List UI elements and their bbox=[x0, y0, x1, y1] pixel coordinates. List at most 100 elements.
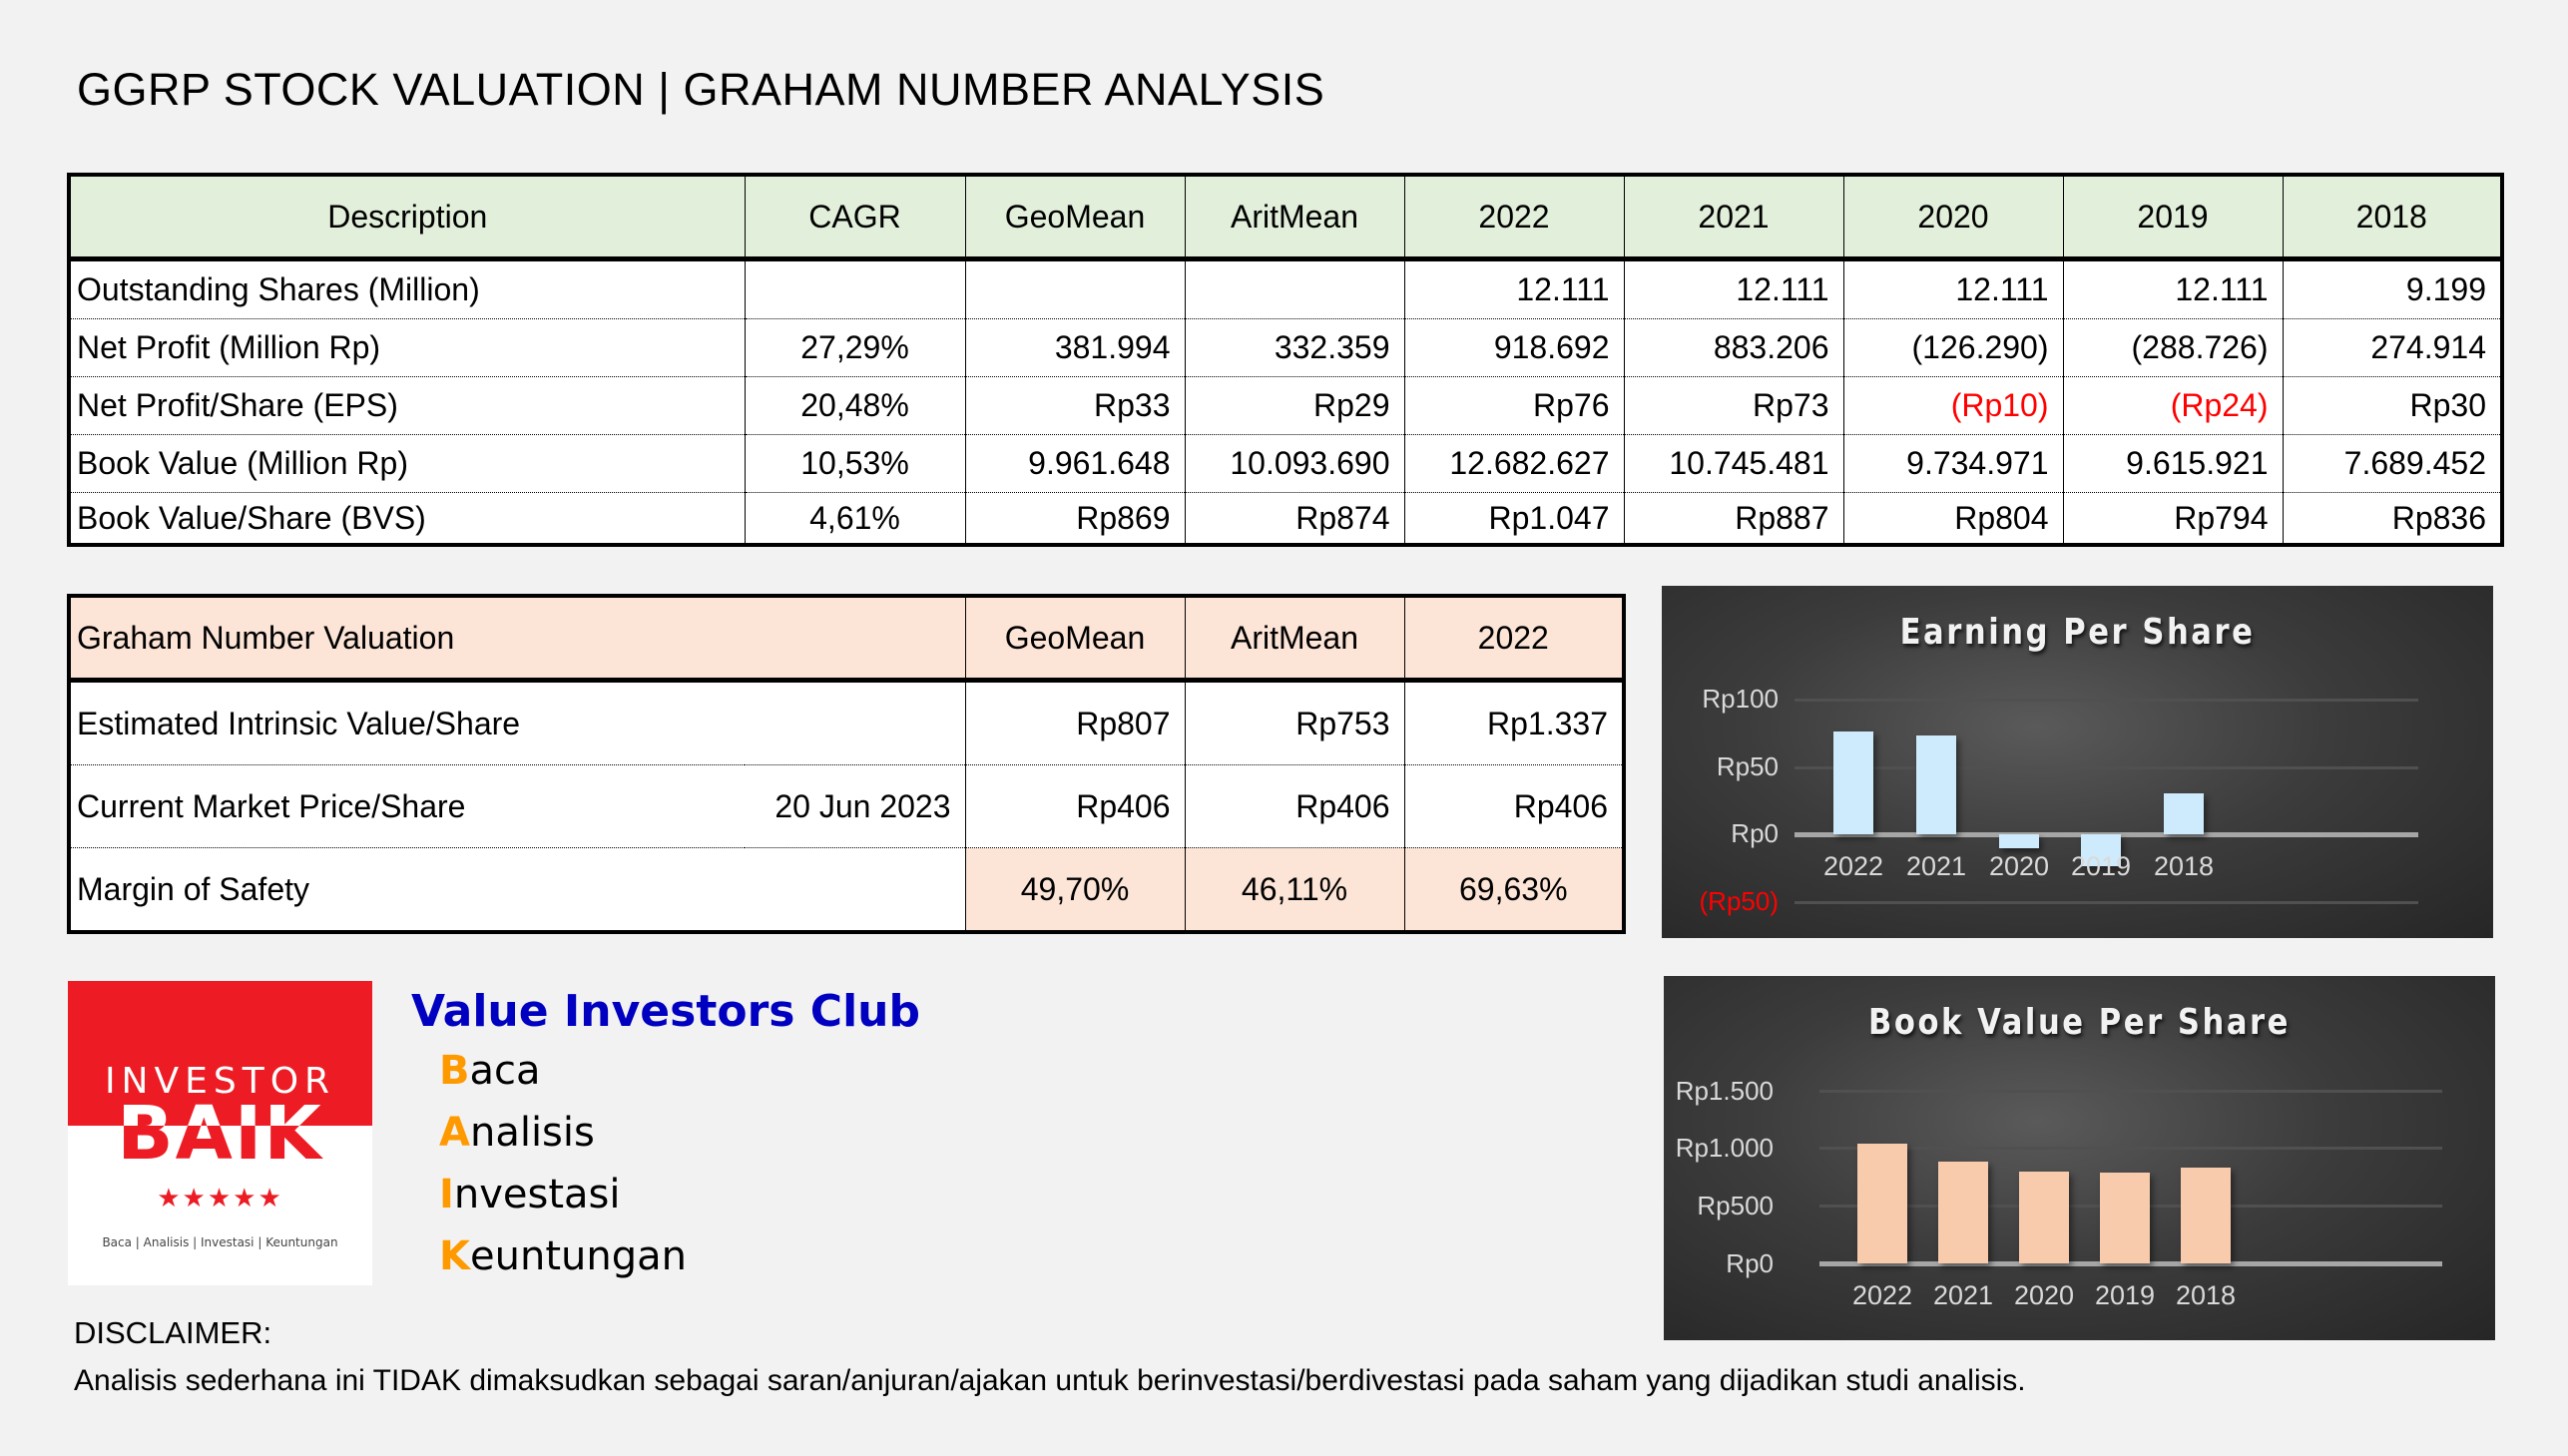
y-tick-label: Rp1.000 bbox=[1675, 1133, 1774, 1163]
cell-aritmean: 332.359 bbox=[1184, 318, 1404, 377]
x-tick-label: 2020 bbox=[1988, 851, 2050, 881]
financial-summary-table: Description CAGR GeoMean AritMean 2022 2… bbox=[67, 173, 2504, 547]
cell-cagr bbox=[744, 258, 965, 319]
price-date: 20 Jun 2023 bbox=[745, 764, 965, 848]
cell-2018: 7.689.452 bbox=[2282, 434, 2502, 493]
logo-text-baik: BAIK BAIK bbox=[68, 1099, 372, 1169]
logo-red-band bbox=[68, 981, 372, 1126]
bvs-chart: Book Value Per Share Rp1.500 Rp1.000 Rp5… bbox=[1664, 976, 2495, 1340]
cell-2019: 9.615.921 bbox=[2062, 434, 2283, 493]
y-tick-label: Rp0 bbox=[1731, 818, 1779, 848]
row-label: Outstanding Shares (Million) bbox=[69, 258, 745, 319]
disclaimer-emphasis: TIDAK bbox=[372, 1364, 461, 1397]
bar-2018 bbox=[2181, 1168, 2231, 1263]
row-label: Book Value/Share (BVS) bbox=[69, 492, 745, 545]
logo-baik-lower: BAIK bbox=[117, 1091, 323, 1177]
column-header-cagr: CAGR bbox=[744, 175, 965, 261]
acronym-line-i: Investasi bbox=[439, 1172, 621, 1217]
table-row-intrinsic-value: Estimated Intrinsic Value/Share Rp807 Rp… bbox=[69, 680, 1624, 765]
logo-text-investor: INVESTOR bbox=[104, 1061, 336, 1102]
y-tick-label: Rp0 bbox=[1726, 1248, 1774, 1278]
acronym-rest: aca bbox=[469, 1048, 541, 1094]
cell-aritmean bbox=[1184, 258, 1404, 319]
chart-title: Book Value Per Share bbox=[1868, 1002, 2291, 1043]
row-date bbox=[745, 680, 965, 765]
y-tick-label-negative: (Rp50) bbox=[1699, 886, 1779, 916]
row-label: Net Profit/Share (EPS) bbox=[69, 376, 745, 435]
cell-aritmean: 10.093.690 bbox=[1184, 434, 1404, 493]
cell-2020: Rp804 bbox=[1842, 492, 2063, 545]
cell-geomean: 9.961.648 bbox=[964, 434, 1185, 493]
y-tick-label: Rp500 bbox=[1697, 1191, 1774, 1220]
cell-2020: 12.111 bbox=[1842, 258, 2063, 319]
zero-axis bbox=[1819, 1261, 2442, 1266]
cell-geomean: Rp33 bbox=[964, 376, 1185, 435]
cell-2019: 12.111 bbox=[2062, 258, 2283, 319]
cell-2019: (288.726) bbox=[2062, 318, 2283, 377]
cell-2021: 12.111 bbox=[1623, 258, 1843, 319]
column-header-geomean: GeoMean bbox=[964, 175, 1185, 261]
cell-2022: Rp76 bbox=[1403, 376, 1624, 435]
cell-2019: Rp794 bbox=[2062, 492, 2283, 545]
row-label: Net Profit (Million Rp) bbox=[69, 318, 745, 377]
cell-2021: 883.206 bbox=[1623, 318, 1843, 377]
column-header-graham: Graham Number Valuation bbox=[69, 596, 965, 683]
acronym-initial: K bbox=[439, 1233, 470, 1279]
acronym-line-k: Keuntungan bbox=[439, 1233, 687, 1279]
column-header-2020: 2020 bbox=[1842, 175, 2063, 261]
logo-tagline: Baca | Analisis | Investasi | Keuntungan bbox=[102, 1235, 338, 1249]
column-header-geomean: GeoMean bbox=[964, 596, 1185, 683]
disclaimer-text: Analisis sederhana ini TIDAK dimaksudkan… bbox=[74, 1364, 2026, 1398]
table-row-margin-of-safety: Margin of Safety 49,70% 46,11% 69,63% bbox=[69, 847, 1624, 932]
cell-2022: Rp1.047 bbox=[1403, 492, 1624, 545]
star-rating-icon: ★★★★★ bbox=[157, 1183, 283, 1213]
cell-cagr: 10,53% bbox=[744, 434, 965, 493]
cell-geomean bbox=[964, 258, 1185, 319]
logo-baik-upper: BAIK bbox=[68, 1099, 372, 1126]
cell-2022: Rp1.337 bbox=[1403, 680, 1624, 765]
row-label: Estimated Intrinsic Value/Share bbox=[69, 680, 745, 765]
cell-2020: (126.290) bbox=[1842, 318, 2063, 377]
table-row-eps: Net Profit/Share (EPS) 20,48% Rp33 Rp29 … bbox=[69, 376, 2502, 435]
cell-geomean: Rp807 bbox=[964, 680, 1185, 765]
x-tick-label: 2018 bbox=[2175, 1280, 2237, 1310]
table-row-outstanding-shares: Outstanding Shares (Million) 12.111 12.1… bbox=[69, 258, 2502, 319]
bar-2019 bbox=[2081, 834, 2121, 866]
cell-2018: Rp836 bbox=[2282, 492, 2502, 545]
chart-title: Earning Per Share bbox=[1899, 612, 2256, 653]
column-header-2022: 2022 bbox=[1403, 596, 1624, 683]
cell-aritmean: Rp874 bbox=[1184, 492, 1404, 545]
cell-geomean: Rp869 bbox=[964, 492, 1185, 545]
club-title: Value Investors Club bbox=[411, 986, 920, 1037]
column-header-2018: 2018 bbox=[2282, 175, 2502, 261]
acronym-line-a: Analisis bbox=[439, 1110, 595, 1156]
x-tick-label: 2022 bbox=[1851, 1280, 1913, 1310]
acronym-line-b: Baca bbox=[439, 1048, 541, 1094]
cell-cagr: 4,61% bbox=[744, 492, 965, 545]
column-header-2022: 2022 bbox=[1403, 175, 1624, 261]
bar-2022 bbox=[1833, 731, 1873, 834]
table-row-bvs: Book Value/Share (BVS) 4,61% Rp869 Rp874… bbox=[69, 492, 2502, 545]
bar-2020 bbox=[1999, 834, 2039, 848]
cell-2021: Rp73 bbox=[1623, 376, 1843, 435]
column-header-2019: 2019 bbox=[2062, 175, 2283, 261]
cell-2021: 10.745.481 bbox=[1623, 434, 1843, 493]
y-tick-label: Rp100 bbox=[1702, 684, 1779, 714]
acronym-initial: A bbox=[439, 1110, 470, 1156]
investor-baik-logo: INVESTOR BAIK BAIK ★★★★★ Baca | Analisis… bbox=[68, 981, 372, 1285]
cell-aritmean: Rp406 bbox=[1184, 764, 1404, 848]
gridline bbox=[1795, 901, 2418, 904]
graham-valuation-table: Graham Number Valuation GeoMean AritMean… bbox=[67, 594, 1626, 934]
cell-cagr: 20,48% bbox=[744, 376, 965, 435]
gridline bbox=[1819, 1090, 2442, 1093]
cell-2022: Rp406 bbox=[1403, 764, 1624, 848]
disclaimer-text-part: dimaksudkan sebagai saran/anjuran/ajakan… bbox=[461, 1364, 2026, 1397]
x-tick-label: 2021 bbox=[1932, 1280, 1994, 1310]
gridline bbox=[1795, 699, 2418, 702]
column-header-description: Description bbox=[69, 175, 745, 261]
row-label: Current Market Price/Share bbox=[69, 764, 745, 848]
acronym-rest: nalisis bbox=[469, 1110, 595, 1156]
x-tick-label: 2018 bbox=[2153, 851, 2215, 881]
graham-header-row: Graham Number Valuation GeoMean AritMean… bbox=[69, 596, 1624, 683]
eps-chart: Earning Per Share Rp100 Rp50 Rp0 (Rp50) … bbox=[1662, 586, 2493, 938]
